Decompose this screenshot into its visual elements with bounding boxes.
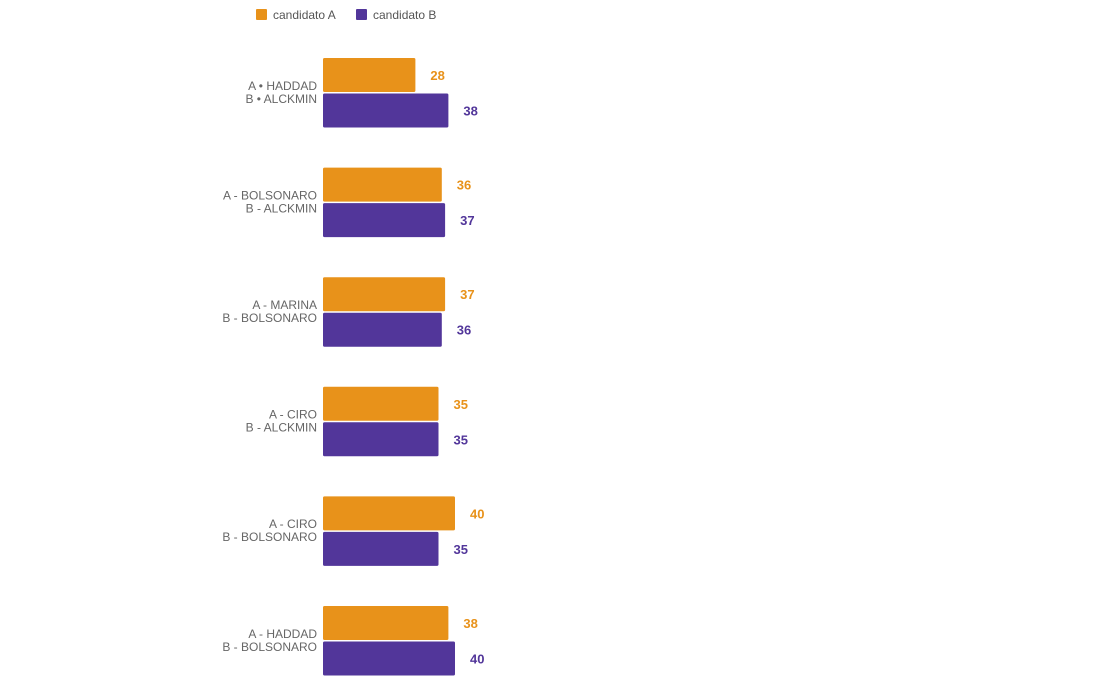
legend: candidato A candidato B [256,8,436,22]
bar-candidato-a [323,496,455,531]
value-label-candidato-a: 37 [460,287,474,302]
value-label-candidato-b: 35 [454,432,468,447]
bar-candidato-b [323,531,439,566]
category-label-line1: A • HADDAD [248,79,317,93]
value-label-candidato-b: 38 [463,104,477,119]
value-label-candidato-a: 36 [457,178,471,193]
bar-candidato-a [323,277,446,312]
legend-label-candidato-a: candidato A [273,8,336,22]
value-label-candidato-a: 40 [470,506,484,521]
bar-candidato-b [323,203,446,238]
bar-candidato-b [323,312,442,347]
value-label-candidato-b: 37 [460,213,474,228]
value-label-candidato-a: 28 [430,68,444,83]
category-label-line2: B • ALCKMIN [245,92,317,106]
category-label-line1: A - HADDAD [248,627,317,641]
category-label-line2: B - BOLSONARO [222,311,317,325]
category-label-line1: A - CIRO [269,408,317,422]
value-label-candidato-b: 35 [454,542,468,557]
legend-label-candidato-b: candidato B [373,8,436,22]
category-label-line1: A - CIRO [269,517,317,531]
legend-swatch-candidato-b [356,9,367,20]
bar-candidato-a [323,167,442,202]
bar-candidato-b [323,641,455,676]
category-label-line2: B - BOLSONARO [222,530,317,544]
legend-swatch-candidato-a [256,9,267,20]
bar-candidato-a [323,386,439,421]
value-label-candidato-a: 35 [454,397,468,412]
category-label-line2: B - BOLSONARO [222,640,317,654]
category-label-line2: B - ALCKMIN [246,201,317,215]
value-label-candidato-a: 38 [463,616,477,631]
value-label-candidato-b: 36 [457,323,471,338]
category-label-line1: A - BOLSONARO [223,188,317,202]
value-label-candidato-b: 40 [470,652,484,667]
bar-candidato-b [323,93,449,128]
category-label-line2: B - ALCKMIN [246,421,317,435]
bar-candidato-b [323,422,439,457]
bar-candidato-a [323,606,449,640]
bar-candidato-a [323,58,416,92]
category-label-line1: A - MARINA [252,298,317,312]
